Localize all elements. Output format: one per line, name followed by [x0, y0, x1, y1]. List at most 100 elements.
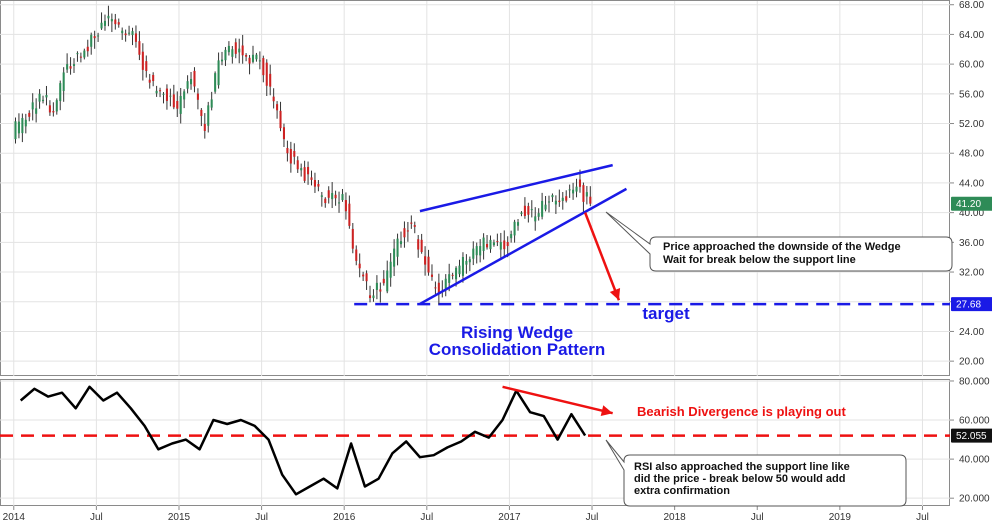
candle-up — [544, 204, 547, 210]
candle-down — [327, 190, 330, 198]
candle-up — [572, 189, 575, 194]
candle-up — [72, 64, 76, 66]
candle-up — [585, 192, 588, 197]
candle-up — [186, 81, 189, 89]
time-tick-label: Jul — [255, 512, 268, 523]
price-note-callout — [605, 211, 953, 272]
candle-up — [110, 19, 113, 22]
candle-down — [93, 36, 96, 39]
time-tick-label: Jul — [90, 512, 103, 523]
candle-down — [48, 105, 51, 113]
candle-up — [396, 238, 399, 257]
candle-up — [551, 195, 554, 198]
price-note-line1: Price approached the downside of the Wed… — [663, 241, 901, 253]
candle-up — [479, 246, 482, 256]
candle-down — [578, 179, 582, 187]
candle-up — [547, 201, 551, 203]
candle-up — [258, 60, 261, 62]
rsi-panel — [0, 379, 950, 506]
candle-down — [262, 58, 265, 76]
rsi-tick-label: 20.000 — [959, 494, 990, 505]
candle-up — [179, 95, 182, 114]
candle-down — [358, 263, 361, 269]
candle-up — [338, 202, 341, 204]
rsi-tick-label: 80.000 — [959, 376, 990, 387]
candle-down — [193, 70, 196, 87]
candle-up — [568, 189, 571, 191]
candle-down — [141, 51, 144, 70]
price-tick-label: 64.00 — [959, 30, 984, 41]
target-label: target — [642, 304, 690, 323]
candle-down — [410, 222, 413, 224]
time-tick-label: 2018 — [664, 512, 687, 523]
candle-up — [35, 108, 38, 114]
time-tick-label: Jul — [916, 512, 929, 523]
candle-down — [265, 62, 268, 86]
price-tick-label: 32.00 — [959, 268, 984, 279]
candle-up — [468, 259, 471, 263]
candle-up — [534, 216, 537, 222]
candle-up — [103, 20, 107, 26]
time-tick-label: Jul — [586, 512, 599, 523]
candle-down — [437, 282, 440, 295]
candle-up — [59, 83, 62, 102]
candle-up — [97, 35, 100, 37]
candle-up — [448, 274, 451, 283]
rsi-note-callout — [605, 439, 907, 507]
candle-down — [434, 287, 437, 289]
candle-down — [589, 196, 592, 204]
candle-up — [320, 195, 323, 197]
rsi-note: RSI also approached the support line lik… — [605, 439, 907, 507]
candle-up — [455, 267, 458, 280]
candle-down — [86, 46, 89, 52]
candle-up — [41, 99, 45, 102]
candle-up — [24, 119, 27, 127]
rsi-value-badge-bg — [951, 428, 992, 443]
candle-up — [554, 200, 557, 205]
candle-down — [124, 33, 127, 36]
candle-up — [331, 193, 334, 200]
candle-up — [90, 34, 93, 47]
candle-up — [14, 121, 17, 140]
candle-down — [379, 289, 382, 292]
candle-down — [527, 206, 530, 215]
candle-down — [152, 74, 155, 82]
candle-down — [176, 101, 179, 109]
time-tick-label: 2015 — [168, 512, 191, 523]
current-price-value: 41.20 — [956, 199, 981, 210]
candle-down — [334, 194, 337, 199]
price-tick-label: 48.00 — [959, 149, 984, 160]
candle-down — [486, 243, 489, 248]
candle-up — [214, 73, 217, 92]
time-tick-label: 2014 — [3, 512, 26, 523]
price-tick-label: 20.00 — [959, 357, 984, 368]
price-panel — [0, 0, 950, 376]
candle-up — [537, 213, 540, 217]
candle-up — [107, 15, 110, 19]
candle-down — [134, 33, 137, 42]
candle-down — [313, 180, 316, 187]
target-value: 27.68 — [956, 300, 981, 311]
candle-down — [69, 66, 72, 69]
candle-down — [196, 93, 199, 100]
candle-down — [424, 256, 427, 265]
candle-down — [417, 239, 420, 250]
candle-down — [282, 127, 285, 140]
candle-up — [472, 248, 475, 259]
candle-up — [45, 94, 48, 98]
candle-down — [503, 240, 506, 250]
candle-down — [344, 200, 347, 212]
rsi-axis: 80.000 60.000 40.000 20.000 — [950, 376, 990, 505]
candle-down — [200, 109, 203, 116]
candle-down — [558, 200, 561, 203]
candle-down — [413, 225, 416, 227]
candle-down — [248, 57, 251, 64]
candle-up — [530, 209, 533, 211]
candle-up — [375, 282, 378, 290]
candle-down — [272, 96, 275, 102]
candle-down — [172, 94, 175, 108]
price-note-line2: Wait for break below the support line — [663, 254, 856, 266]
candle-down — [293, 150, 296, 157]
candle-down — [307, 166, 310, 175]
candle-down — [382, 278, 385, 284]
